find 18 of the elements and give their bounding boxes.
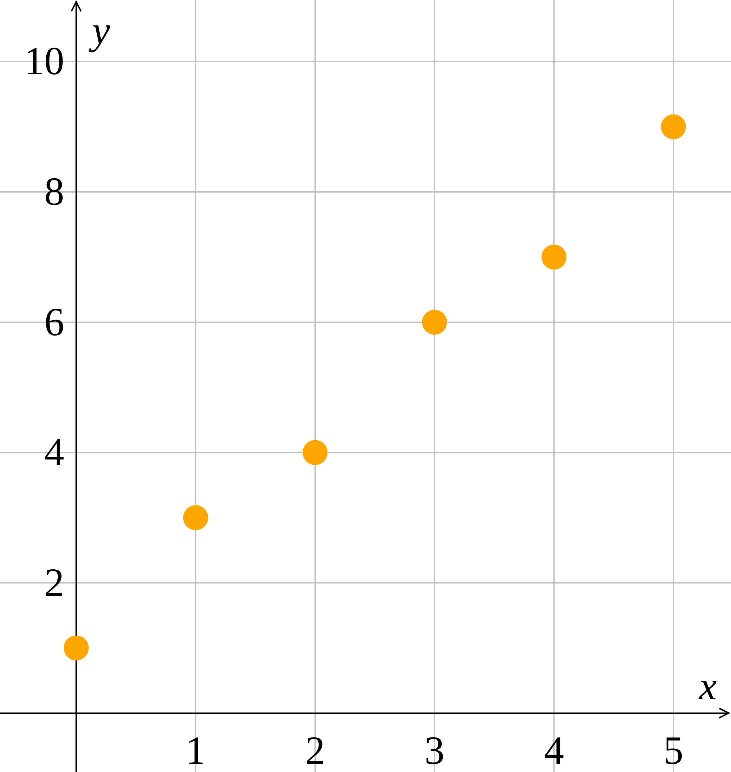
y-tick-label: 4 bbox=[44, 430, 64, 475]
y-tick-label: 2 bbox=[44, 560, 64, 605]
point bbox=[64, 636, 89, 661]
point bbox=[542, 244, 567, 270]
point bbox=[302, 440, 328, 466]
y-tick-label: 6 bbox=[44, 299, 64, 344]
y-tick-label: 10 bbox=[24, 38, 64, 84]
x-tick-label: 2 bbox=[305, 728, 326, 772]
x-tick-label: 5 bbox=[664, 728, 684, 772]
point bbox=[661, 114, 686, 140]
x-axis-title: x bbox=[698, 663, 718, 708]
x-tick-label: 3 bbox=[424, 728, 445, 772]
x-tick-label: 4 bbox=[544, 728, 564, 772]
y-axis-title: y bbox=[88, 8, 110, 53]
point bbox=[422, 310, 448, 335]
point bbox=[183, 505, 208, 530]
x-tick-label: 1 bbox=[186, 728, 206, 772]
y-tick-label: 8 bbox=[44, 168, 64, 214]
